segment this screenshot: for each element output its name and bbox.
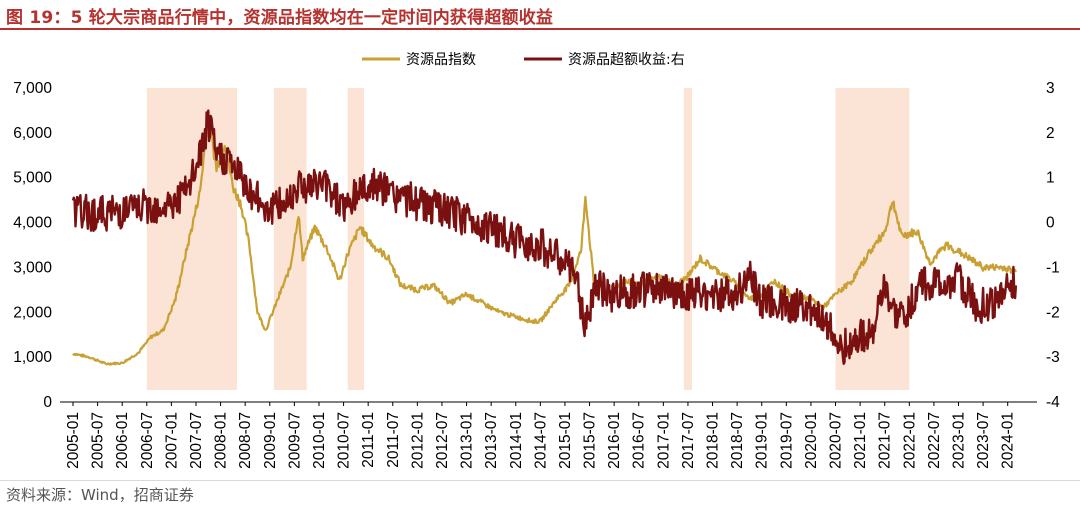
y-right-tick-label: 2 <box>1046 125 1055 142</box>
x-tick-label: 2013-01 <box>459 412 476 469</box>
x-tick-label: 2024-01 <box>1000 412 1017 469</box>
y-right-tick-label: 1 <box>1046 170 1055 187</box>
x-tick-label: 2022-07 <box>926 412 943 469</box>
x-tick-label: 2008-01 <box>213 412 230 469</box>
y-right-tick-label: -4 <box>1046 394 1060 411</box>
x-tick-label: 2009-07 <box>286 412 303 469</box>
x-tick-label: 2018-01 <box>705 412 722 469</box>
x-tick-label: 2007-07 <box>188 412 205 469</box>
series-line-1 <box>72 118 1017 366</box>
x-tick-label: 2013-07 <box>483 412 500 469</box>
x-tick-label: 2023-01 <box>951 412 968 469</box>
x-tick-label: 2012-01 <box>409 412 426 469</box>
x-tick-label: 2007-01 <box>163 412 180 469</box>
y-right-tick-label: 0 <box>1046 215 1055 232</box>
highlight-bands <box>146 88 910 390</box>
y-left-tick-label: 2,000 <box>13 304 52 321</box>
y-left-tick-label: 7,000 <box>13 80 52 97</box>
x-tick-label: 2019-07 <box>778 412 795 469</box>
y-right-tick-label: -3 <box>1046 349 1060 366</box>
chart: 2005-01 2005-07 2006-01 2006-07 2007-01 2007-… <box>13 52 1060 469</box>
x-tick-label: 2020-01 <box>803 412 820 469</box>
highlight-band-4 <box>683 88 693 390</box>
y-left-tick-label: 5,000 <box>13 170 52 187</box>
y-right-tick-label: -2 <box>1046 304 1060 321</box>
x-tick-label: 2017-07 <box>680 412 697 469</box>
legend: 资源品指数 资源品超额收益:右 <box>362 52 685 68</box>
x-tick-label: 2005-01 <box>65 412 82 469</box>
x-tick-label: 2023-07 <box>975 412 992 469</box>
x-tick-label: 2022-01 <box>901 412 918 469</box>
x-tick-label: 2015-01 <box>557 412 574 469</box>
x-tick-label: 2010-01 <box>311 412 328 469</box>
x-tick-label: 2008-07 <box>237 412 254 469</box>
y-right-tick-label: -1 <box>1046 259 1060 276</box>
y-left-tick-label: 6,000 <box>13 125 52 142</box>
x-tick-label: 2006-01 <box>114 412 131 469</box>
y-left-tick-label: 3,000 <box>13 259 52 276</box>
x-tick-label: 2017-01 <box>655 412 672 469</box>
x-tick-label: 2011-07 <box>385 412 402 468</box>
x-tick-label: 2005-07 <box>90 412 107 469</box>
source-divider <box>0 480 1080 481</box>
x-tick-label: 2015-07 <box>582 412 599 469</box>
x-tick-label: 2016-07 <box>631 412 648 469</box>
x-tick-label: 2016-01 <box>606 412 623 469</box>
title-underline <box>0 28 1080 30</box>
series-line-2 <box>71 109 1018 365</box>
legend-label-1: 资源品指数 <box>406 52 476 68</box>
source-note: 资料来源：Wind，招商证券 <box>6 486 194 504</box>
x-tick-label: 2021-07 <box>877 412 894 469</box>
axes: 2005-01 2005-07 2006-01 2006-07 2007-01 2007-… <box>13 80 1060 469</box>
x-tick-label: 2010-07 <box>336 412 353 469</box>
highlight-band-1 <box>146 88 237 390</box>
x-tick-label: 2018-07 <box>729 412 746 469</box>
legend-label-2: 资源品超额收益:右 <box>568 52 685 68</box>
series-lines <box>71 109 1018 366</box>
x-tick-label: 2019-01 <box>754 412 771 469</box>
y-left-tick-label: 1,000 <box>13 349 52 366</box>
y-left-tick-label: 0 <box>43 394 52 411</box>
x-tick-label: 2021-01 <box>852 412 869 469</box>
page-title: 图 19：5 轮大宗商品行情中，资源品指数均在一定时间内获得超额收益 <box>6 8 554 28</box>
y-right-tick-label: 3 <box>1046 80 1055 97</box>
x-tick-label: 2014-07 <box>532 412 549 469</box>
x-tick-label: 2012-07 <box>434 412 451 469</box>
x-tick-label: 2014-01 <box>508 412 525 469</box>
x-tick-label: 2020-07 <box>828 412 845 469</box>
x-tick-label: 2011-01 <box>360 412 377 468</box>
x-tick-label: 2009-01 <box>262 412 279 469</box>
x-tick-label: 2006-07 <box>139 412 156 469</box>
y-left-tick-label: 4,000 <box>13 215 52 232</box>
